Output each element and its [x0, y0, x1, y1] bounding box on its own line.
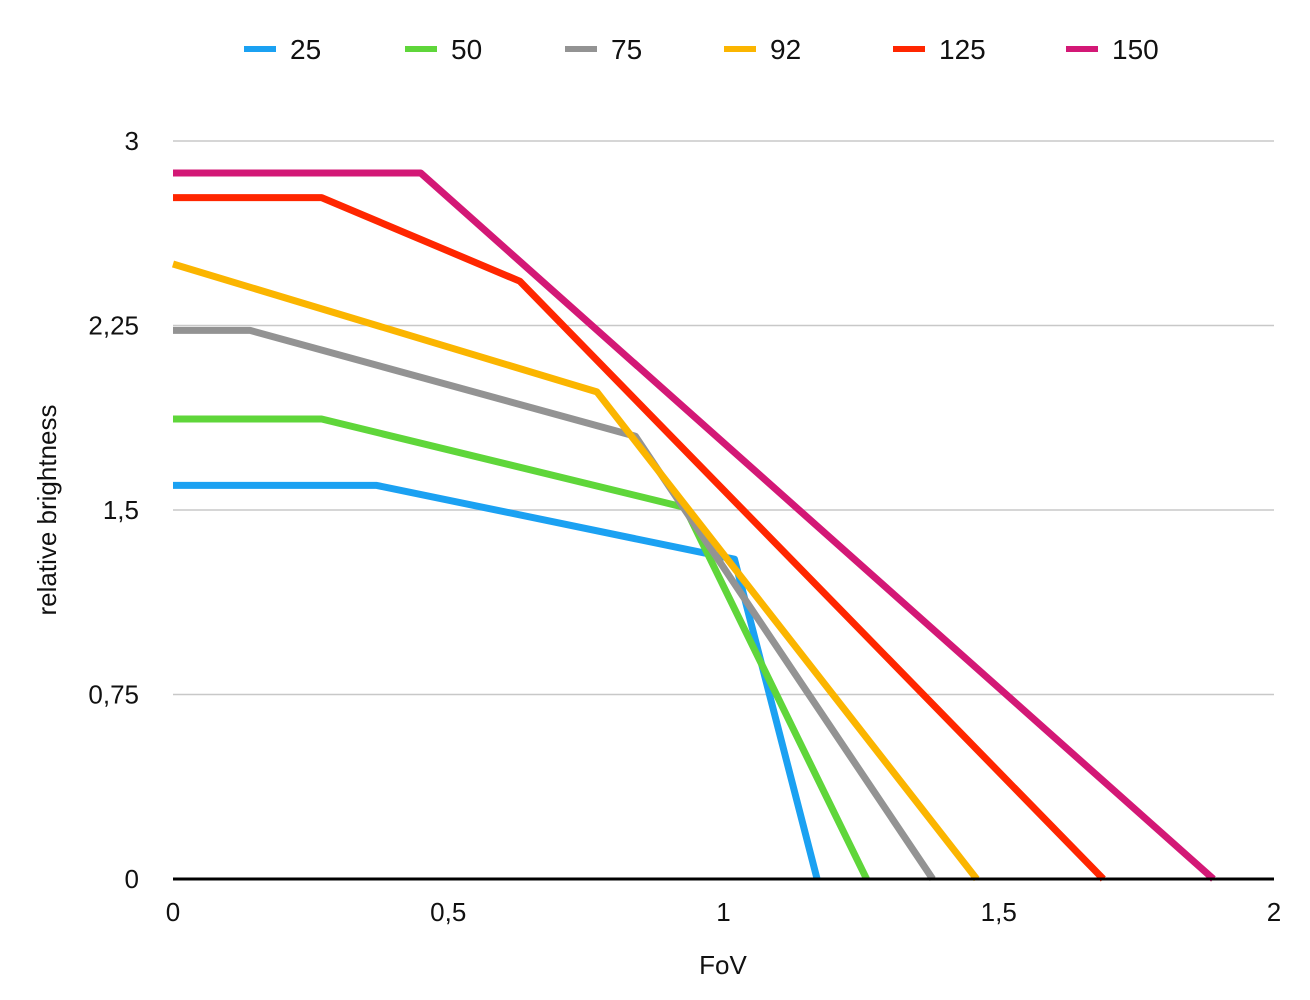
gridlines — [173, 140, 1274, 696]
legend-label-125: 125 — [939, 34, 986, 65]
series-line-92 — [171, 260, 980, 882]
y-tick-label: 2,25 — [88, 311, 139, 341]
x-tick-label: 2 — [1267, 897, 1281, 927]
x-tick-label: 1,5 — [981, 897, 1017, 927]
x-axis-title: FoV — [699, 950, 747, 980]
y-tick-label: 0 — [125, 864, 139, 894]
y-tick-label: 0,75 — [88, 680, 139, 710]
series-line-125 — [173, 194, 1106, 882]
series-line-50 — [173, 415, 870, 881]
legend: 25 50 75 92 125 150 — [244, 34, 1159, 65]
y-axis-title: relative brightness — [32, 405, 62, 616]
y-tick-label: 1,5 — [103, 495, 139, 525]
legend-label-150: 150 — [1112, 34, 1159, 65]
x-tick-label: 0 — [166, 897, 180, 927]
x-tick-label: 1 — [716, 897, 730, 927]
series-lines — [171, 169, 1216, 882]
y-tick-label: 3 — [125, 126, 139, 156]
legend-label-25: 25 — [290, 34, 321, 65]
series-line-75 — [173, 326, 936, 881]
x-tick-label: 0,5 — [430, 897, 466, 927]
legend-label-50: 50 — [451, 34, 482, 65]
series-line-150 — [173, 169, 1216, 882]
axes: 0 0,75 1,5 2,25 3 0 0,5 1 1,5 2 — [88, 126, 1281, 927]
legend-label-92: 92 — [770, 34, 801, 65]
series-line-25 — [173, 481, 821, 880]
legend-label-75: 75 — [611, 34, 642, 65]
